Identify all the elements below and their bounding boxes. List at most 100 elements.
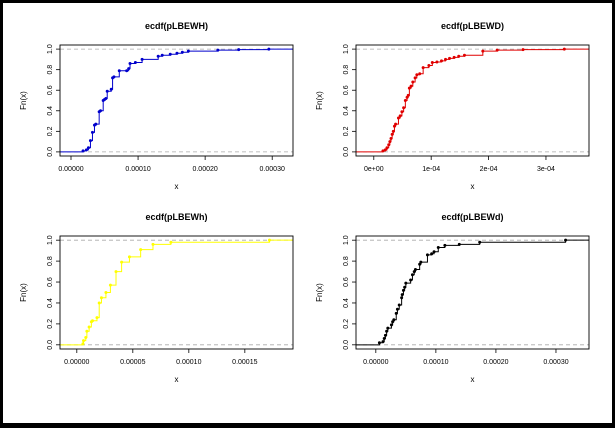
- ecdf-point: [397, 303, 401, 307]
- ecdf-point: [457, 54, 461, 58]
- x-tick-label: 0.00000: [64, 359, 89, 366]
- y-tick-label: 0.8: [47, 65, 54, 75]
- ecdf-point: [127, 67, 131, 71]
- y-tick-label: 1.0: [343, 44, 350, 54]
- y-tick-label: 0.4: [343, 298, 350, 308]
- ecdf-point: [377, 341, 381, 345]
- ecdf-point: [409, 278, 413, 282]
- ecdf-point: [99, 109, 103, 113]
- ecdf-point: [186, 49, 190, 53]
- ecdf-point: [389, 137, 393, 141]
- ecdf-step-line: [356, 48, 589, 153]
- ecdf-point: [81, 149, 85, 153]
- ecdf-point: [495, 48, 499, 52]
- ecdf-point: [383, 148, 387, 152]
- ecdf-point: [403, 285, 407, 289]
- ecdf-point: [267, 238, 271, 242]
- y-tick-label: 0.8: [343, 65, 350, 75]
- y-tick-label: 0.0: [343, 340, 350, 350]
- ecdf-point: [409, 84, 413, 88]
- x-tick-label: 0.00030: [260, 166, 285, 173]
- ecdf-point: [444, 57, 448, 61]
- ecdf-point: [168, 52, 172, 56]
- x-tick-label: 0.00010: [423, 359, 448, 366]
- chart-title: ecdf(pLBEWH): [145, 21, 208, 31]
- ecdf-point: [392, 318, 396, 322]
- ecdf-point: [391, 129, 395, 133]
- ecdf-panel-4: ecdf(pLBEWd) x Fn(x) 0.00000 0.00010 0.00020 0…: [315, 212, 590, 384]
- ecdf-point: [400, 296, 404, 300]
- ecdf-panel-1: ecdf(pLBEWH) x Fn(x) 0.00000 0.00010 0.00020 0…: [19, 21, 294, 191]
- ecdf-point: [400, 293, 404, 297]
- chart-title: ecdf(pLBEWd): [442, 212, 504, 222]
- x-tick-label: 0.00000: [363, 359, 388, 366]
- ecdf-point: [151, 242, 155, 246]
- ecdf-point: [85, 329, 89, 333]
- ecdf-point: [406, 93, 410, 97]
- ecdf-point: [86, 146, 90, 150]
- x-axis-label: x: [471, 375, 475, 384]
- ecdf-point: [407, 86, 411, 90]
- y-tick-label: 0.8: [47, 256, 54, 266]
- ecdf-point: [481, 49, 485, 53]
- ecdf-point: [133, 60, 137, 64]
- ecdf-point: [435, 60, 439, 64]
- y-tick-label: 0.8: [343, 256, 350, 266]
- ecdf-panel-3: ecdf(pLBEWh) x Fn(x) 0.00000 0.00005 0.00010 0…: [19, 212, 294, 384]
- x-tick-label: 0.00015: [232, 359, 257, 366]
- ecdf-point: [120, 260, 124, 264]
- ecdf-point: [385, 146, 389, 150]
- ecdf-point: [90, 130, 94, 134]
- x-tick-label: 0.00030: [543, 359, 568, 366]
- y-tick-label: 0.4: [47, 106, 54, 116]
- ecdf-point: [383, 333, 387, 337]
- ecdf-point: [90, 319, 94, 323]
- ecdf-point: [436, 246, 440, 250]
- ecdf-point: [403, 99, 407, 102]
- ecdf-point: [421, 66, 425, 70]
- ecdf-point: [82, 339, 86, 343]
- ecdf-point: [388, 140, 392, 144]
- ecdf-point: [394, 311, 398, 315]
- chart-title: ecdf(pLBEWD): [441, 21, 504, 31]
- ecdf-point: [430, 252, 434, 256]
- y-tick-label: 0.2: [47, 319, 54, 329]
- y-axis-label: Fn(x): [315, 283, 324, 302]
- y-tick-label: 0.4: [47, 298, 54, 308]
- ecdf-point: [396, 116, 400, 120]
- ecdf-point: [112, 75, 116, 79]
- ecdf-point: [398, 114, 402, 118]
- ecdf-point: [402, 106, 406, 110]
- x-tick-label: 0.00010: [176, 359, 201, 366]
- ecdf-point: [84, 148, 88, 152]
- y-tick-label: 0.2: [47, 126, 54, 136]
- ecdf-point: [95, 316, 99, 320]
- ecdf-point: [88, 139, 92, 143]
- ecdf-point: [401, 288, 405, 292]
- x-tick-label: 2e-04: [480, 166, 498, 173]
- ecdf-point: [390, 132, 394, 136]
- ecdf-point: [109, 87, 113, 91]
- x-tick-label: 0.00000: [58, 166, 83, 173]
- ecdf-point: [425, 253, 429, 257]
- ecdf-point: [385, 329, 389, 333]
- ecdf-point: [105, 89, 109, 93]
- x-axis-label: x: [471, 182, 475, 191]
- plot-box: [59, 44, 294, 157]
- ecdf-point: [139, 248, 143, 252]
- ecdf-point: [400, 110, 404, 114]
- y-tick-label: 1.0: [47, 44, 54, 54]
- ecdf-point: [160, 53, 164, 57]
- ecdf-point: [389, 323, 393, 327]
- ecdf-point: [381, 340, 385, 344]
- plot-area: ecdf(pLBEWH) x Fn(x) 0.00000 0.00010 0.00020 0…: [3, 3, 612, 423]
- ecdf-point: [128, 62, 132, 65]
- ecdf-point: [156, 54, 160, 58]
- ecdf-point: [87, 325, 91, 329]
- ecdf-point: [386, 326, 390, 330]
- ecdf-point: [432, 250, 436, 254]
- ecdf-point: [395, 307, 399, 311]
- y-axis-label: Fn(x): [19, 283, 28, 302]
- ecdf-point: [457, 242, 461, 246]
